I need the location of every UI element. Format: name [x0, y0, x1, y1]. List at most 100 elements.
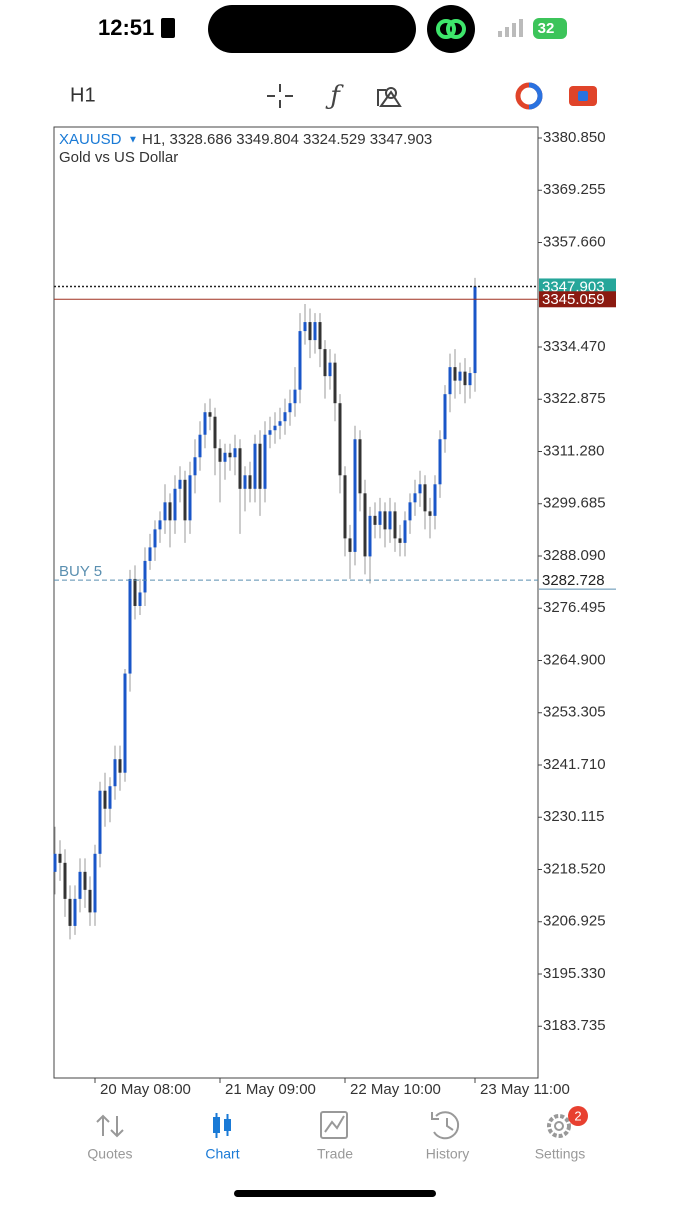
candle-body [263, 434, 267, 489]
candle-body [123, 673, 127, 773]
candle-body [428, 511, 432, 516]
candle-body [58, 853, 62, 863]
settings-badge-count: 2 [574, 1108, 581, 1123]
app-indicator-icon [446, 19, 466, 39]
y-tick-label: 3369.255 [543, 181, 606, 198]
candle-body [378, 511, 382, 525]
candle-body [398, 538, 402, 543]
candle-body [368, 515, 372, 557]
y-tick-label: 3299.685 [543, 495, 606, 512]
indicators-button[interactable]: ƒ [325, 81, 344, 111]
candle-body [163, 502, 167, 521]
candle-body [93, 853, 97, 913]
candle-body [273, 425, 277, 431]
tab-label[interactable]: Quotes [87, 1146, 132, 1162]
tab-label[interactable]: History [426, 1146, 470, 1162]
trade-button-half [528, 82, 543, 110]
candle-body [148, 547, 152, 561]
tab-label[interactable]: Settings [535, 1146, 586, 1162]
y-tick-label: 3253.305 [543, 704, 606, 721]
candle-body [73, 898, 77, 926]
y-tick-label: 3230.115 [543, 808, 604, 825]
candle-body [288, 403, 292, 413]
symbol-dropdown[interactable]: ▼ [128, 135, 138, 146]
candle-body [233, 448, 237, 458]
timeframe-button[interactable]: H1 [70, 84, 96, 106]
candle-body [433, 484, 437, 516]
candle-body [168, 502, 172, 521]
candle-body [373, 515, 377, 525]
y-tick-label: 3334.470 [543, 338, 606, 355]
candle-body [83, 871, 87, 890]
candle-body [78, 871, 82, 899]
candle-body [243, 475, 247, 489]
candle-body [173, 488, 177, 521]
candle-body [423, 484, 427, 512]
price-label: 3345.059 [542, 291, 605, 308]
order-price-bg [539, 571, 616, 590]
symbol-description: Gold vs US Dollar [59, 149, 178, 166]
candle-body [248, 475, 252, 489]
candle-body [153, 529, 157, 548]
y-tick-label: 3322.875 [543, 390, 606, 407]
candle-body [53, 853, 57, 872]
candle-body [408, 502, 412, 521]
candle-body [228, 452, 232, 458]
chart [53, 277, 538, 940]
y-tick-label: 3218.520 [543, 860, 606, 877]
candle-body [178, 479, 182, 489]
crosshair-button[interactable] [267, 84, 293, 108]
candle-body [438, 439, 442, 485]
clock: 12:51 [98, 15, 154, 40]
tab-label[interactable]: Trade [317, 1146, 353, 1162]
candle-body [383, 511, 387, 530]
app-indicator [427, 5, 475, 53]
candle-body [258, 443, 262, 489]
battery [533, 18, 567, 39]
candle-body [308, 322, 312, 341]
candle-body [103, 790, 107, 809]
order-label[interactable]: BUY 5 [59, 563, 102, 580]
candle-body [328, 362, 332, 377]
x-tick-label: 21 May 09:00 [225, 1081, 316, 1098]
candle-body [238, 448, 242, 489]
x-tick-label: 22 May 10:00 [350, 1081, 441, 1098]
candle-body [298, 331, 302, 390]
candle-body [183, 479, 187, 521]
chart-icon [213, 1113, 231, 1138]
candle-body [323, 349, 327, 377]
candle-body [448, 367, 452, 395]
candle-body [363, 493, 367, 557]
y-tick-label: 3276.495 [543, 599, 606, 616]
candle-body [338, 403, 342, 476]
candle-body [333, 362, 337, 404]
candle-body [158, 520, 162, 530]
dynamic-island [208, 5, 416, 53]
candle-body [133, 578, 137, 606]
candle-body [453, 367, 457, 381]
y-tick-label: 3264.900 [543, 651, 606, 668]
candle-body [413, 493, 417, 503]
price-label-bg [539, 278, 616, 295]
candle-body [208, 412, 212, 417]
chart-frame [53, 126, 539, 1079]
candle-body [63, 862, 67, 899]
candle-body [393, 511, 397, 539]
y-tick-label: 3288.090 [543, 547, 606, 564]
objects-button[interactable] [377, 87, 402, 107]
candle-body [473, 286, 477, 374]
candle-body [113, 759, 117, 787]
candle-body [293, 389, 297, 404]
candle-body [203, 412, 207, 435]
y-tick-label: 3241.710 [543, 756, 606, 773]
tab-label[interactable]: Chart [205, 1146, 239, 1162]
candle-body [268, 430, 272, 435]
y-tick-label: 3206.925 [543, 913, 606, 930]
candle-body [343, 475, 347, 539]
signal [498, 19, 523, 37]
battery-level: 32 [538, 20, 555, 37]
candle-body [358, 439, 362, 494]
y-tick-label: 3357.660 [543, 233, 606, 250]
symbol[interactable]: XAUUSD [59, 131, 122, 148]
